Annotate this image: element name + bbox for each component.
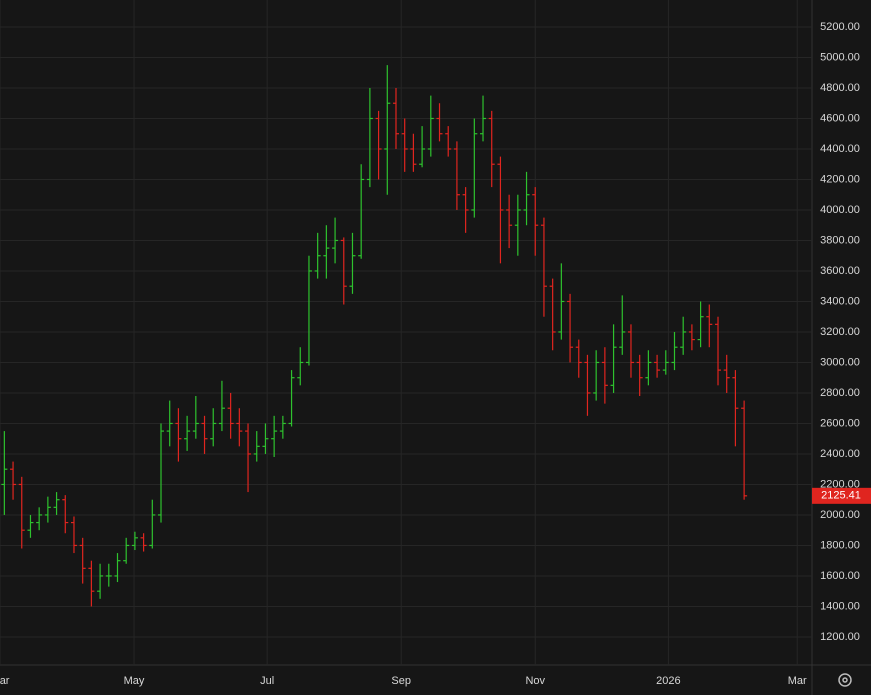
y-tick-label: 4600.00 xyxy=(820,112,860,124)
y-tick-label: 4000.00 xyxy=(820,204,860,216)
y-tick-label: 1400.00 xyxy=(820,600,860,612)
y-tick-label: 1600.00 xyxy=(820,570,860,582)
y-tick-label: 3600.00 xyxy=(820,265,860,277)
y-tick-label: 1800.00 xyxy=(820,539,860,551)
y-tick-label: 2800.00 xyxy=(820,387,860,399)
x-tick-label: Sep xyxy=(391,675,411,687)
y-tick-label: 3000.00 xyxy=(820,356,860,368)
last-price-badge xyxy=(812,487,871,504)
y-tick-label: 2400.00 xyxy=(820,448,860,460)
y-tick-label: 5000.00 xyxy=(820,51,860,63)
x-tick-label: Mar xyxy=(788,675,807,687)
x-tick-label: 2026 xyxy=(656,675,680,687)
y-tick-label: 2000.00 xyxy=(820,509,860,521)
x-tick-label: May xyxy=(124,675,145,687)
y-tick-label: 3800.00 xyxy=(820,234,860,246)
y-tick-label: 1200.00 xyxy=(820,631,860,643)
last-price-label: 2125.41 xyxy=(821,490,861,502)
x-tick-label: Mar xyxy=(0,675,10,687)
y-tick-label: 4800.00 xyxy=(820,82,860,94)
y-tick-label: 3400.00 xyxy=(820,295,860,307)
x-tick-label: Jul xyxy=(260,675,274,687)
y-tick-label: 2200.00 xyxy=(820,478,860,490)
x-tick-label: Nov xyxy=(525,675,545,687)
y-tick-label: 5200.00 xyxy=(820,21,860,33)
y-tick-label: 4400.00 xyxy=(820,143,860,155)
settings-icon[interactable] xyxy=(838,673,852,687)
y-tick-label: 4200.00 xyxy=(820,173,860,185)
y-tick-label: 3200.00 xyxy=(820,326,860,338)
grid xyxy=(0,0,812,665)
y-tick-label: 2600.00 xyxy=(820,417,860,429)
